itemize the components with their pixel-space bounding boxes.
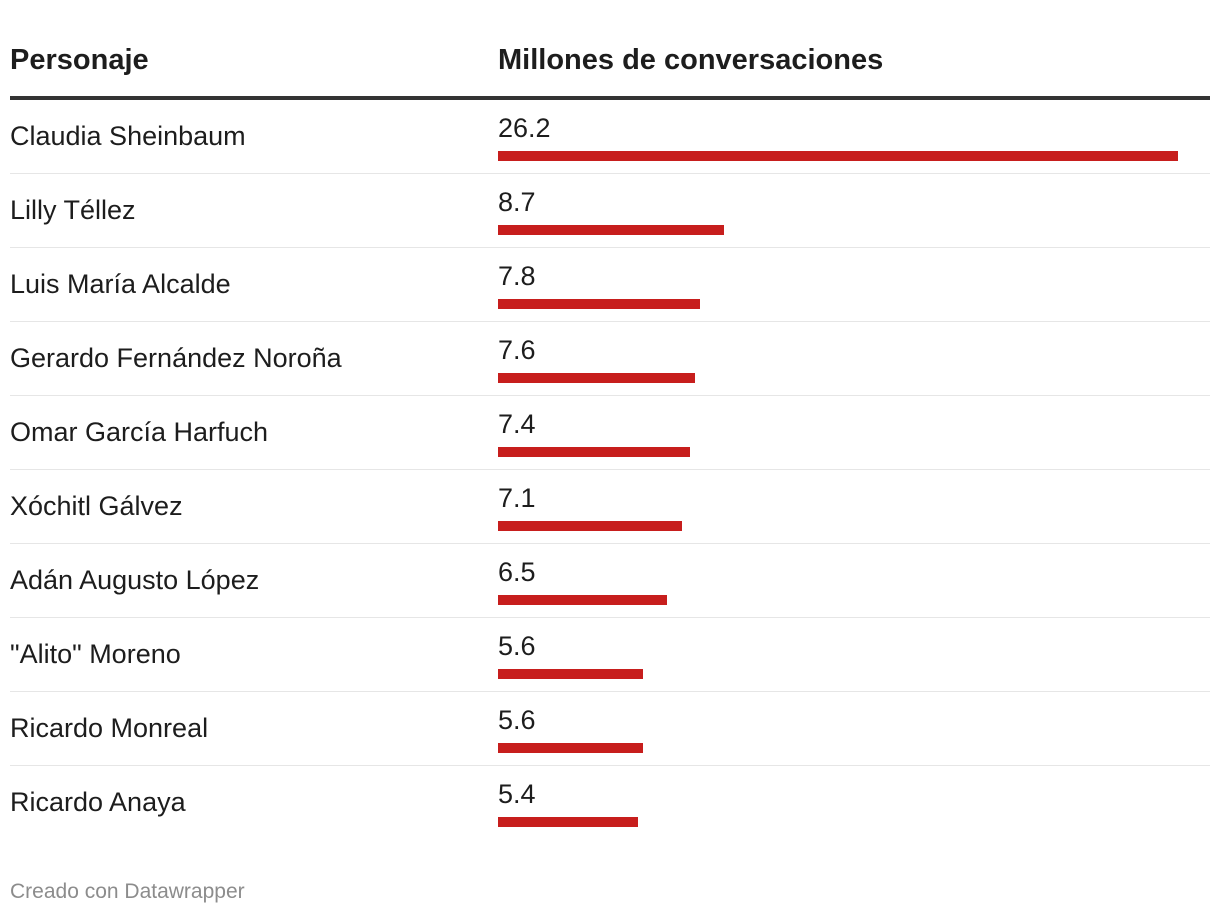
bar — [498, 817, 638, 827]
row-value-label: 8.7 — [498, 187, 536, 217]
row-name-label: Lilly Téllez — [10, 195, 136, 225]
row-value-label: 7.1 — [498, 483, 536, 513]
table-header: Personaje Millones de conversaciones — [10, 0, 1210, 100]
row-value-label: 7.8 — [498, 261, 536, 291]
row-value-label: 5.6 — [498, 705, 536, 735]
table-row: Omar García Harfuch 7.4 — [10, 396, 1210, 470]
bar — [498, 743, 643, 753]
table-row: Luis María Alcalde 7.8 — [10, 248, 1210, 322]
bar-track — [498, 373, 1178, 383]
row-value-label: 6.5 — [498, 557, 536, 587]
row-value-label: 5.4 — [498, 779, 536, 809]
row-value-label: 7.4 — [498, 409, 536, 439]
row-name-label: Xóchitl Gálvez — [10, 491, 183, 521]
row-name-label: Luis María Alcalde — [10, 269, 231, 299]
bar-track — [498, 817, 1178, 827]
table-row: Ricardo Anaya 5.4 — [10, 766, 1210, 840]
row-value-label: 5.6 — [498, 631, 536, 661]
row-name-label: Gerardo Fernández Noroña — [10, 343, 342, 373]
bar-track — [498, 151, 1178, 161]
row-value-label: 26.2 — [498, 113, 551, 143]
row-name-label: "Alito" Moreno — [10, 639, 181, 669]
row-name-label: Omar García Harfuch — [10, 417, 269, 447]
bar-table-chart: Personaje Millones de conversaciones Cla… — [10, 0, 1210, 840]
bar — [498, 299, 700, 309]
table-row: Xóchitl Gálvez 7.1 — [10, 470, 1210, 544]
bar — [498, 447, 690, 457]
table-row: Ricardo Monreal 5.6 — [10, 692, 1210, 766]
table-row: Claudia Sheinbaum 26.2 — [10, 100, 1210, 174]
table-body: Claudia Sheinbaum 26.2 Lilly Téllez 8.7 Luis… — [10, 100, 1210, 840]
bar-track — [498, 447, 1178, 457]
bar — [498, 225, 724, 235]
bar-track — [498, 225, 1178, 235]
row-value-label: 7.6 — [498, 335, 536, 365]
bar — [498, 151, 1178, 161]
column-header-conversaciones: Millones de conversaciones — [498, 44, 884, 76]
table-row: Adán Augusto López 6.5 — [10, 544, 1210, 618]
row-name-label: Ricardo Anaya — [10, 787, 186, 817]
table-row: Gerardo Fernández Noroña 7.6 — [10, 322, 1210, 396]
bar-track — [498, 299, 1178, 309]
column-header-personaje: Personaje — [10, 44, 149, 76]
bar — [498, 521, 682, 531]
bar-track — [498, 669, 1178, 679]
bar-track — [498, 521, 1178, 531]
footer-credit: Creado con Datawrapper — [10, 880, 245, 903]
bar-track — [498, 595, 1178, 605]
row-name-label: Ricardo Monreal — [10, 713, 209, 743]
bar-track — [498, 743, 1178, 753]
row-name-label: Claudia Sheinbaum — [10, 121, 246, 151]
table-row: Lilly Téllez 8.7 — [10, 174, 1210, 248]
bar — [498, 595, 667, 605]
table-row: "Alito" Moreno 5.6 — [10, 618, 1210, 692]
bar — [498, 669, 643, 679]
bar — [498, 373, 695, 383]
row-name-label: Adán Augusto López — [10, 565, 260, 595]
